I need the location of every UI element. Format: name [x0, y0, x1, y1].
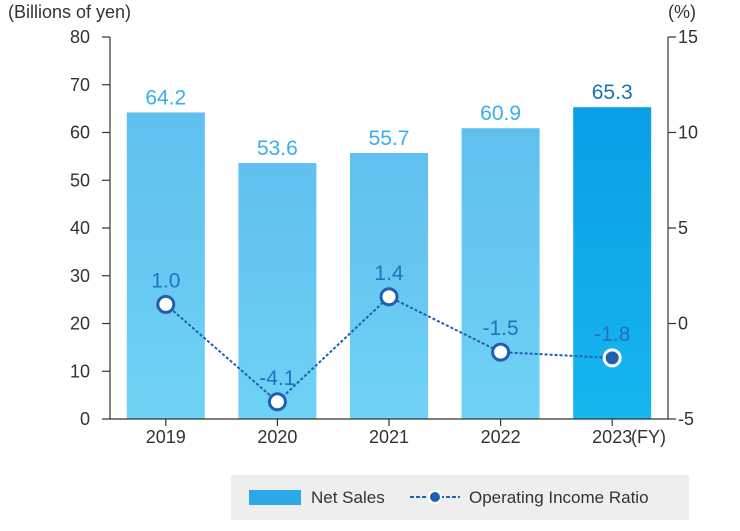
right-axis-title: (%): [668, 2, 696, 22]
left-tick-label: 40: [70, 218, 90, 238]
left-tick-label: 0: [80, 409, 90, 429]
left-tick-label: 30: [70, 266, 90, 286]
legend-label-net-sales: Net Sales: [311, 488, 385, 507]
right-tick-label: 15: [678, 27, 698, 47]
x-tick-label: 2023: [592, 427, 632, 447]
left-tick-label: 10: [70, 361, 90, 381]
left-tick-label: 70: [70, 75, 90, 95]
operating-income-ratio-point: [156, 294, 176, 314]
bar-value-label: 60.9: [480, 102, 521, 125]
operating-income-ratio-point: [491, 342, 511, 362]
x-tick-label: 2022: [481, 427, 521, 447]
bar-value-label: 64.2: [145, 86, 186, 109]
operating-income-ratio-label: 1.0: [151, 269, 180, 292]
operating-income-ratio-point: [379, 287, 399, 307]
left-tick-label: 80: [70, 27, 90, 47]
right-tick-label: 5: [678, 218, 688, 238]
bar-2023: [573, 107, 652, 419]
x-tick-label: 2021: [369, 427, 409, 447]
operating-income-ratio-label: -1.5: [483, 317, 519, 340]
operating-income-ratio-label: -4.1: [259, 367, 295, 390]
bar-2021: [350, 153, 428, 419]
bar-value-label: 65.3: [592, 81, 633, 104]
x-tick-label: 2019: [146, 427, 186, 447]
x-tick-label: 2020: [257, 427, 297, 447]
legend-label-operating-income-ratio: Operating Income Ratio: [469, 488, 649, 507]
operating-income-ratio-label: 1.4: [374, 262, 404, 285]
right-tick-label: 10: [678, 123, 698, 143]
right-tick-label: -5: [678, 409, 694, 429]
left-tick-label: 60: [70, 123, 90, 143]
right-tick-label: 0: [678, 314, 688, 334]
operating-income-ratio-label: -1.8: [594, 323, 630, 346]
legend-swatch-net-sales: [249, 490, 301, 505]
bar-value-label: 55.7: [369, 127, 410, 150]
left-tick-label: 20: [70, 314, 90, 334]
bar-2019: [126, 112, 205, 419]
bar-2020: [238, 163, 317, 419]
legend-swatch-marker: [428, 490, 442, 504]
bar-2022: [461, 128, 540, 419]
left-tick-label: 50: [70, 170, 90, 190]
operating-income-ratio-point: [267, 392, 287, 412]
bar-value-label: 53.6: [257, 137, 298, 160]
operating-income-ratio-point: [602, 348, 622, 368]
x-axis-suffix: (FY): [631, 427, 666, 447]
legend: Net Sales Operating Income Ratio: [231, 475, 689, 520]
left-axis-title: (Billions of yen): [8, 2, 131, 22]
